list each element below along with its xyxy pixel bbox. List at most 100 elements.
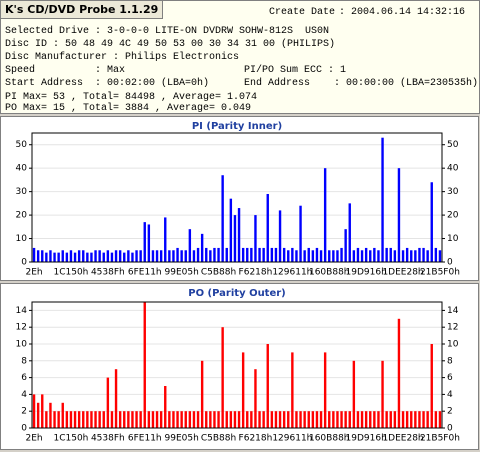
y-tick-label: 10 [16,340,28,350]
y-tick-label: 0 [21,258,27,268]
bar [94,411,97,428]
bar [381,137,384,262]
bar [340,247,343,262]
bar [389,247,392,262]
bar [159,250,163,262]
bar [188,411,192,428]
bar [209,411,212,428]
x-tick-label: 21B5F0h [420,434,460,444]
y-tick-label: 10 [16,234,28,244]
y-tick-label: 0 [447,424,453,434]
bar [315,247,319,262]
bar [393,411,397,428]
y-tick-label: 10 [447,234,459,244]
bar [414,250,417,262]
bar [180,411,183,428]
bar [41,394,44,428]
bar [237,411,241,428]
bar [151,411,155,428]
pi-summary: PI Max= 53 , Total= 84498 , Average= 1.0… [5,92,258,103]
selected-drive: Selected Drive : 3-0-0-0 LITE-ON DVDRW S… [5,26,330,37]
bar [102,411,105,428]
bar [352,250,356,262]
bar [434,411,438,428]
bar [303,411,306,428]
bar [73,411,77,428]
y-tick-label: 2 [447,407,453,417]
start-address: Start Address : 00:02:00 (LBA=0h) [5,78,210,89]
y-tick-label: 50 [16,140,28,150]
bar [282,411,286,428]
bar [159,411,163,428]
bar [102,252,105,262]
bar [385,247,388,262]
bar [323,352,327,428]
bar [438,411,442,428]
x-tick-label: 160B88h [309,434,350,444]
end-address: End Address : 00:00:00 (LBA=230535h) [244,78,479,89]
bar [389,411,392,428]
bar [426,411,429,428]
bar [274,411,278,428]
bar [192,250,196,262]
y-tick-label: 50 [447,140,459,150]
chart-title: PO (Parity Outer) [188,288,286,299]
bar [127,411,130,428]
y-tick-label: 6 [21,373,27,383]
bar [69,250,73,262]
y-tick-label: 4 [21,390,27,400]
bar [319,250,323,262]
bar [340,411,343,428]
bar [147,411,151,428]
bar [360,250,364,262]
bar [164,386,167,428]
bar [213,411,216,428]
bar [352,360,356,428]
bar [61,250,64,262]
bar [287,250,290,262]
x-tick-label: 160B88h [309,268,350,278]
bar [381,360,384,428]
bar [254,215,257,262]
bar [385,411,388,428]
bar [348,203,351,262]
bar [328,250,331,262]
bar [364,411,368,428]
bar [36,402,40,428]
x-tick-label: 2Eh [25,434,42,444]
bar [151,250,155,262]
bar [250,411,253,428]
bar [200,360,204,428]
bar [332,411,335,428]
bar [53,411,56,428]
bar [418,247,421,262]
y-tick-label: 20 [447,211,459,221]
bar [364,247,368,262]
bar [82,250,85,262]
bar [118,411,122,428]
bar [196,247,200,262]
bar [221,327,224,428]
x-tick-label: 6FE11h [128,434,162,444]
y-tick-label: 6 [447,373,453,383]
bar [49,250,52,262]
x-tick-label: F6218h [239,434,273,444]
bar [356,247,360,262]
disc-manufacturer: Disc Manufacturer : Philips Electronics [5,52,240,63]
bar [36,250,40,262]
chart-title: PI (Parity Inner) [192,121,282,132]
bar [192,411,196,428]
bar [295,411,298,428]
x-tick-label: C5B88h [201,434,236,444]
bar [110,252,114,262]
bar [422,247,425,262]
bar [61,402,64,428]
bar [311,411,315,428]
y-tick-label: 20 [16,211,28,221]
bar [422,411,425,428]
speed: Speed : Max [5,65,126,76]
bar [41,250,44,262]
bar [73,252,77,262]
plot-frame [31,301,443,429]
